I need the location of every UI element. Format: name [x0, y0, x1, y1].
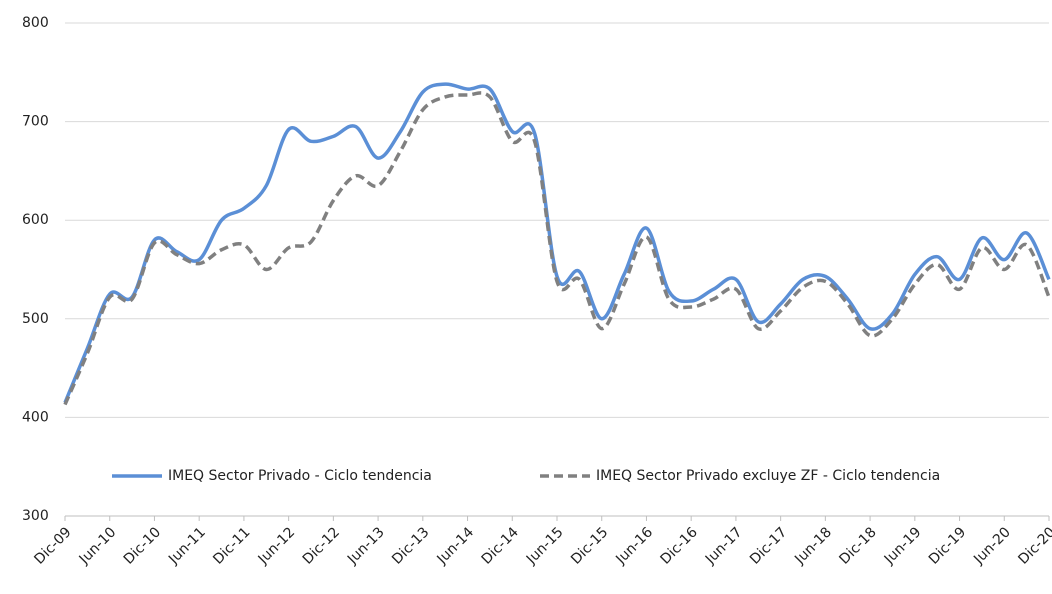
x-tick-label: Jun-15 — [523, 524, 567, 568]
line-series — [63, 91, 1051, 406]
x-tick-label: Jun-17 — [702, 524, 746, 568]
y-tick-label: 700 — [22, 114, 49, 130]
x-tick-label: Dic-15 — [568, 524, 611, 567]
x-tick-label: Dic-17 — [747, 524, 790, 567]
y-tick-label: 400 — [22, 409, 49, 425]
x-tick-label: Jun-11 — [165, 524, 209, 568]
x-tick-label: Jun-20 — [970, 524, 1014, 568]
x-tick-label: Dic-18 — [836, 524, 879, 567]
line-series — [63, 82, 1051, 404]
x-tick-label: Dic-09 — [31, 524, 74, 567]
x-tick-label: Jun-10 — [76, 524, 120, 568]
x-tick-label: Dic-10 — [121, 524, 164, 567]
y-tick-label: 500 — [22, 311, 49, 327]
x-tick-label: Dic-14 — [479, 524, 522, 567]
x-tick-label: Dic-16 — [658, 524, 701, 567]
x-tick-label: Jun-18 — [791, 524, 835, 568]
x-tick-label: Dic-11 — [210, 524, 253, 567]
y-tick-label: 300 — [22, 508, 49, 524]
x-tick-label: Jun-16 — [612, 524, 656, 568]
x-tick-label: Jun-14 — [434, 524, 478, 568]
x-tick-label: Dic-13 — [389, 524, 432, 567]
legend-label: IMEQ Sector Privado excluye ZF - Ciclo t… — [596, 468, 940, 484]
x-tick-label: Jun-13 — [344, 524, 388, 568]
x-tick-label: Dic-12 — [300, 524, 343, 567]
legend-label: IMEQ Sector Privado - Ciclo tendencia — [168, 468, 432, 484]
x-tick-label: Jun-12 — [255, 524, 299, 568]
x-tick-label: Jun-19 — [881, 524, 925, 568]
legend: IMEQ Sector Privado - Ciclo tendencia IME… — [112, 468, 940, 484]
x-tick-label: Dic-20 — [1015, 524, 1052, 567]
y-tick-label: 600 — [22, 212, 49, 228]
y-tick-label: 800 — [22, 15, 49, 31]
x-tick-label: Dic-19 — [926, 524, 969, 567]
